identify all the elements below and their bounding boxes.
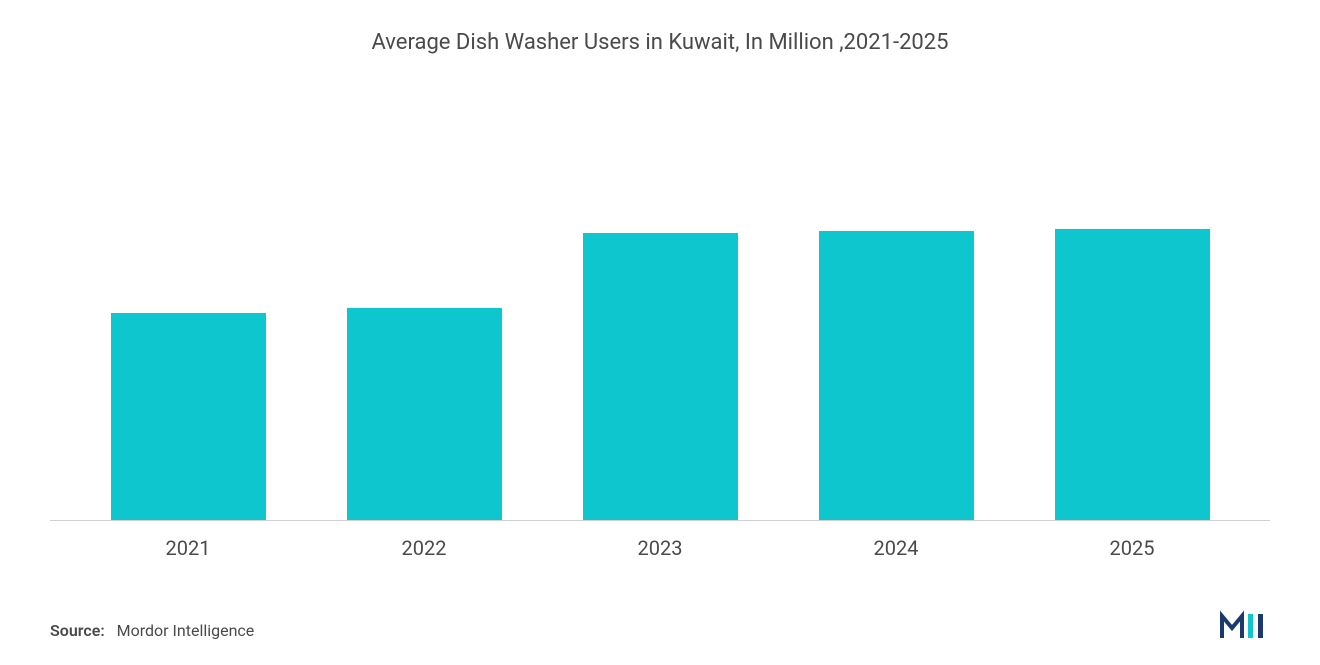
x-axis-label: 2023 <box>542 536 778 560</box>
bar-group <box>778 105 1014 520</box>
x-axis-label: 2025 <box>1014 536 1250 560</box>
bar-2022 <box>347 308 502 520</box>
mordor-logo-icon <box>1220 610 1270 640</box>
bar-2021 <box>111 313 266 521</box>
chart-title: Average Dish Washer Users in Kuwait, In … <box>50 30 1270 55</box>
bar-2024 <box>819 231 974 520</box>
x-axis: 2021 2022 2023 2024 2025 <box>50 521 1270 560</box>
chart-plot-area <box>50 105 1270 521</box>
bar-group <box>1014 105 1250 520</box>
bar-group <box>70 105 306 520</box>
x-axis-label: 2022 <box>306 536 542 560</box>
source-label: Source: <box>50 621 105 640</box>
x-axis-label: 2021 <box>70 536 306 560</box>
bar-group <box>306 105 542 520</box>
logo-svg <box>1220 610 1270 640</box>
chart-container: Average Dish Washer Users in Kuwait, In … <box>50 30 1270 640</box>
source-citation: Source: Mordor Intelligence <box>50 621 254 640</box>
bar-2025 <box>1055 229 1210 520</box>
bar-2023 <box>583 233 738 520</box>
chart-footer: Source: Mordor Intelligence <box>50 610 1270 640</box>
source-text: Mordor Intelligence <box>117 621 255 640</box>
x-axis-label: 2024 <box>778 536 1014 560</box>
bar-group <box>542 105 778 520</box>
